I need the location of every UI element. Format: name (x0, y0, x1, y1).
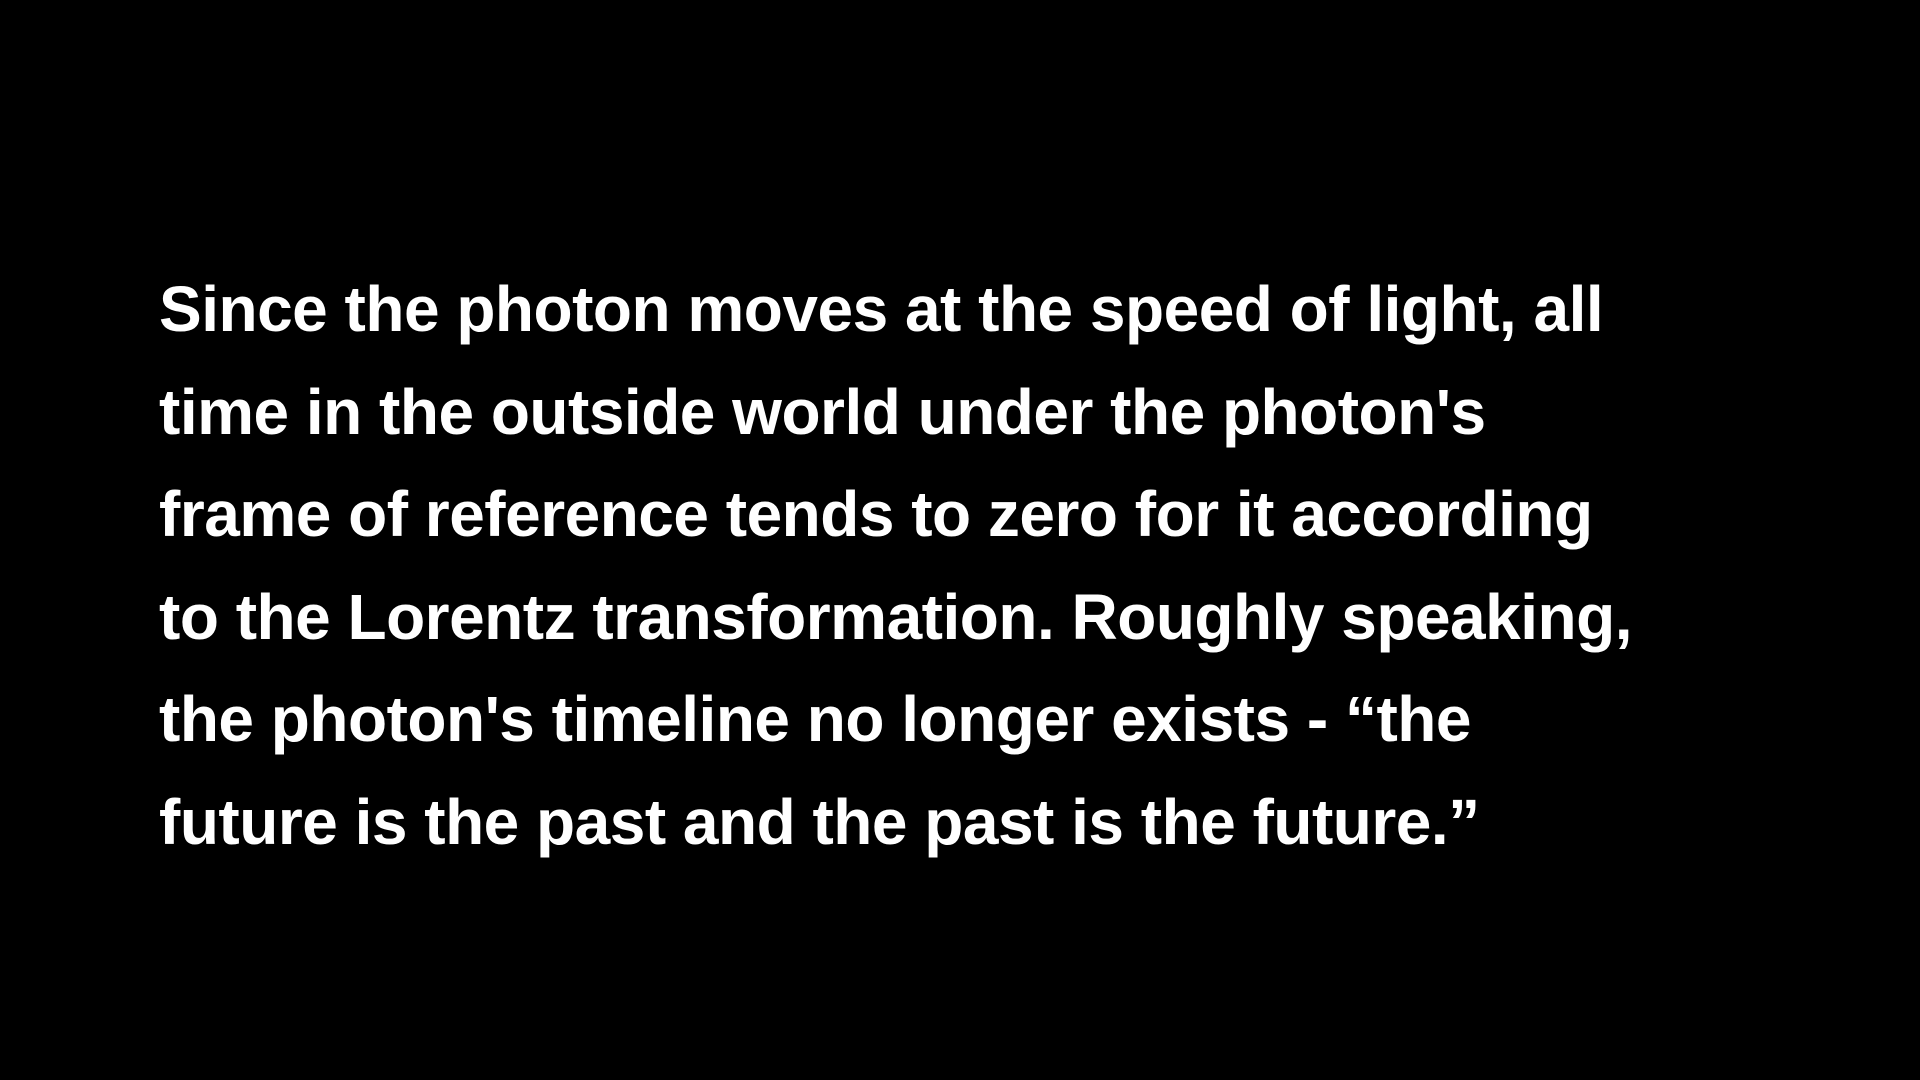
body-text: Since the photon moves at the speed of l… (159, 258, 1879, 874)
text-line-1: Since the photon moves at the speed of l… (159, 273, 1604, 345)
text-line-6: future is the past and the past is the f… (159, 785, 1480, 858)
text-line-2: time in the outside world under the phot… (159, 375, 1486, 448)
text-line-4: to the Lorentz transformation. Roughly s… (159, 580, 1632, 653)
text-line-5: the photon's timeline no longer exists -… (159, 683, 1471, 756)
text-line-3: frame of reference tends to zero for it … (159, 478, 1593, 551)
